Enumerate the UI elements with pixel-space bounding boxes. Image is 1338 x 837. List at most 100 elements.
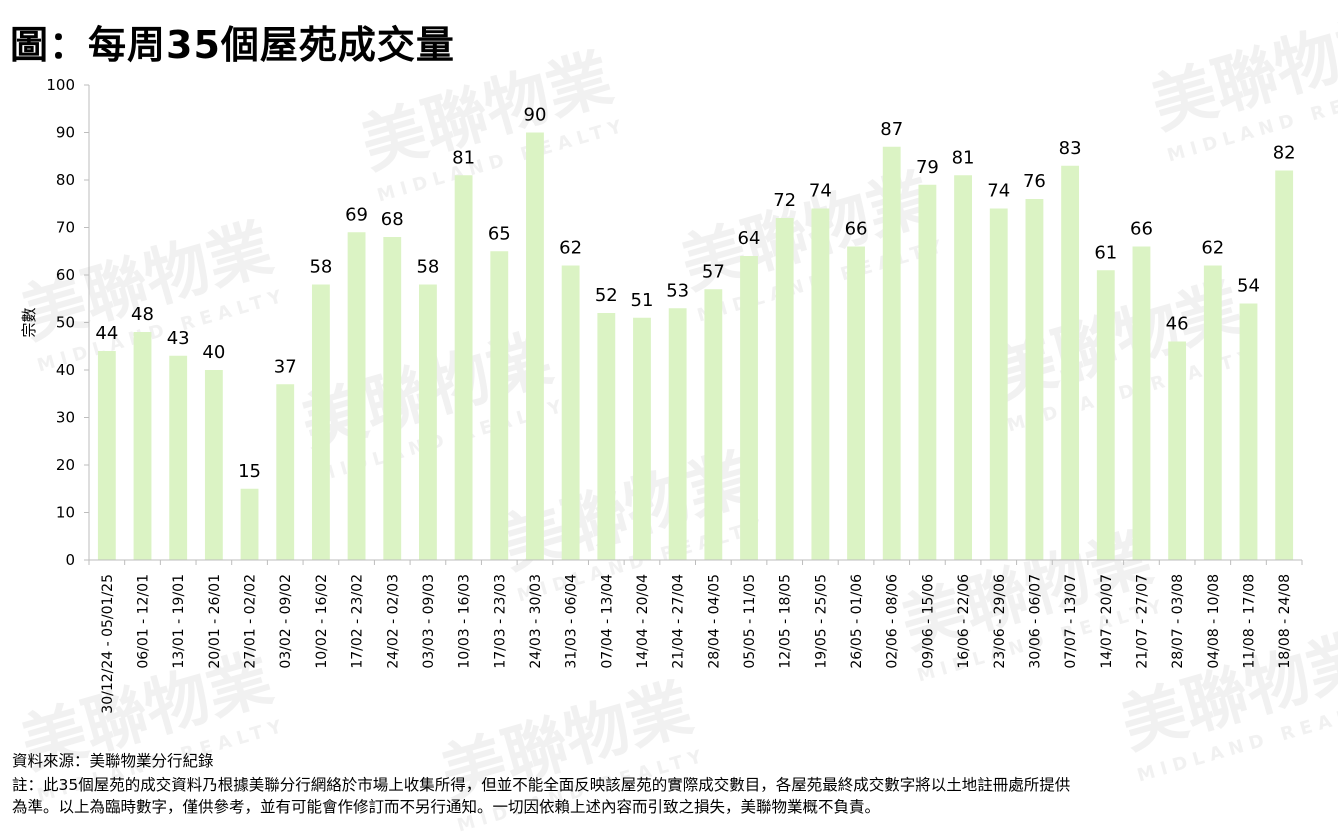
- data-label: 69: [345, 204, 368, 225]
- y-tick-label: 60: [56, 266, 75, 284]
- y-axis-title: 宗數: [20, 307, 38, 337]
- bar: [276, 384, 295, 560]
- x-tick-label: 17/03 - 23/03: [492, 574, 508, 669]
- data-label: 76: [1023, 171, 1046, 192]
- x-tick-label: 21/04 - 27/04: [671, 574, 687, 669]
- x-tick-label: 30/12/24 - 05/01/25: [100, 574, 116, 714]
- x-tick-label: 10/02 - 16/02: [314, 574, 330, 669]
- y-tick-label: 100: [46, 76, 75, 94]
- bar: [526, 132, 544, 560]
- x-tick-label: 19/05 - 25/05: [813, 574, 829, 669]
- bar: [1275, 170, 1294, 560]
- data-label: 66: [1130, 219, 1153, 240]
- data-label: 58: [416, 257, 439, 278]
- bar: [597, 313, 616, 560]
- bar: [633, 317, 651, 560]
- disclaimer-line-1: 註：此35個屋苑的成交資料乃根據美聯分行網絡於市場上收集所得，但並不能全面反映該…: [12, 776, 1071, 794]
- x-tick-label: 21/07 - 27/07: [1134, 574, 1150, 669]
- data-label: 40: [202, 342, 225, 363]
- bar: [1061, 165, 1080, 560]
- bar: [811, 208, 830, 560]
- bar: [561, 265, 580, 560]
- data-label: 81: [452, 147, 475, 168]
- x-tick-label: 03/02 - 09/02: [278, 574, 294, 669]
- x-tick-label: 17/02 - 23/02: [350, 574, 366, 669]
- bar: [419, 284, 437, 560]
- data-label: 46: [1166, 314, 1189, 335]
- x-tick-label: 14/04 - 20/04: [635, 574, 651, 669]
- data-label: 66: [845, 219, 868, 240]
- bar: [311, 284, 330, 560]
- x-tick-label: 07/07 - 13/07: [1063, 574, 1079, 669]
- x-tick-label: 09/06 - 15/06: [920, 574, 936, 669]
- x-tick-label: 24/02 - 02/03: [385, 574, 401, 669]
- x-tick-label: 18/08 - 24/08: [1277, 574, 1293, 669]
- y-tick-label: 40: [56, 361, 75, 379]
- bar: [918, 184, 937, 560]
- bar: [1132, 246, 1151, 560]
- chart-title: 圖：每周35個屋苑成交量: [10, 23, 455, 67]
- bar: [1025, 199, 1044, 560]
- data-label: 74: [809, 181, 832, 202]
- data-label: 82: [1273, 143, 1296, 164]
- bar: [204, 370, 223, 560]
- x-tick-label: 10/03 - 16/03: [457, 574, 473, 669]
- y-tick-label: 20: [56, 456, 75, 474]
- data-label: 64: [738, 228, 761, 249]
- bar: [97, 351, 116, 560]
- x-tick-label: 27/01 - 02/02: [243, 574, 259, 669]
- x-tick-label: 24/03 - 30/03: [528, 574, 544, 669]
- data-label: 48: [131, 304, 154, 325]
- x-tick-label: 16/06 - 22/06: [956, 574, 972, 669]
- bar: [133, 332, 152, 560]
- data-label: 53: [666, 280, 689, 301]
- data-label: 72: [773, 190, 796, 211]
- x-tick-label: 28/04 - 04/05: [706, 574, 722, 669]
- bar: [1096, 270, 1115, 560]
- data-label: 87: [880, 119, 903, 140]
- bar: [775, 218, 794, 560]
- bar: [740, 256, 758, 560]
- bar: [989, 208, 1008, 560]
- data-label: 90: [524, 105, 547, 126]
- bar: [240, 488, 259, 560]
- y-tick-label: 80: [56, 171, 75, 189]
- bar: [954, 175, 972, 560]
- x-tick-label: 05/05 - 11/05: [742, 574, 758, 669]
- data-label: 65: [488, 223, 511, 244]
- data-label: 51: [631, 290, 654, 311]
- data-label: 58: [309, 257, 332, 278]
- data-label: 57: [702, 261, 725, 282]
- data-label: 37: [274, 356, 297, 377]
- x-tick-label: 11/08 - 17/08: [1241, 574, 1257, 669]
- bar-chart: 44 48 43 40 15 37 58 69 68 58 81 65 90 62 52 51 53 57 64 72…: [20, 76, 1303, 714]
- x-tick-label: 23/06 - 29/06: [992, 574, 1008, 669]
- y-tick-label: 30: [56, 409, 75, 427]
- bar: [704, 289, 723, 560]
- y-tick-label: 90: [56, 124, 75, 142]
- x-tick-label: 13/01 - 19/01: [171, 574, 187, 669]
- data-label: 52: [595, 285, 618, 306]
- bar: [347, 232, 366, 560]
- x-tick-label: 31/03 - 06/04: [564, 574, 580, 669]
- y-tick-label: 50: [56, 314, 75, 332]
- x-tick-label: 12/05 - 18/05: [778, 574, 794, 669]
- data-label: 54: [1237, 276, 1260, 297]
- data-label: 68: [381, 209, 404, 230]
- data-label: 43: [167, 328, 190, 349]
- disclaimer-line-2: 為準。以上為臨時數字，僅供參考，並有可能會作修訂而不另行通知。一切因依賴上述內容…: [12, 798, 881, 816]
- x-tick-label: 14/07 - 20/07: [1099, 574, 1115, 669]
- data-label: 62: [1201, 238, 1224, 259]
- x-tick-label: 20/01 - 26/01: [207, 574, 223, 669]
- source-note: 資料來源：美聯物業分行紀錄: [12, 752, 214, 770]
- bar: [169, 355, 188, 560]
- y-tick-label: 10: [56, 504, 75, 522]
- bar: [1239, 303, 1258, 560]
- bar: [383, 237, 402, 560]
- x-tick-label: 28/07 - 03/08: [1170, 574, 1186, 669]
- y-tick-label: 70: [56, 219, 75, 237]
- bar: [454, 175, 473, 560]
- bar: [882, 146, 901, 560]
- bar: [1168, 341, 1187, 560]
- bar: [847, 246, 865, 560]
